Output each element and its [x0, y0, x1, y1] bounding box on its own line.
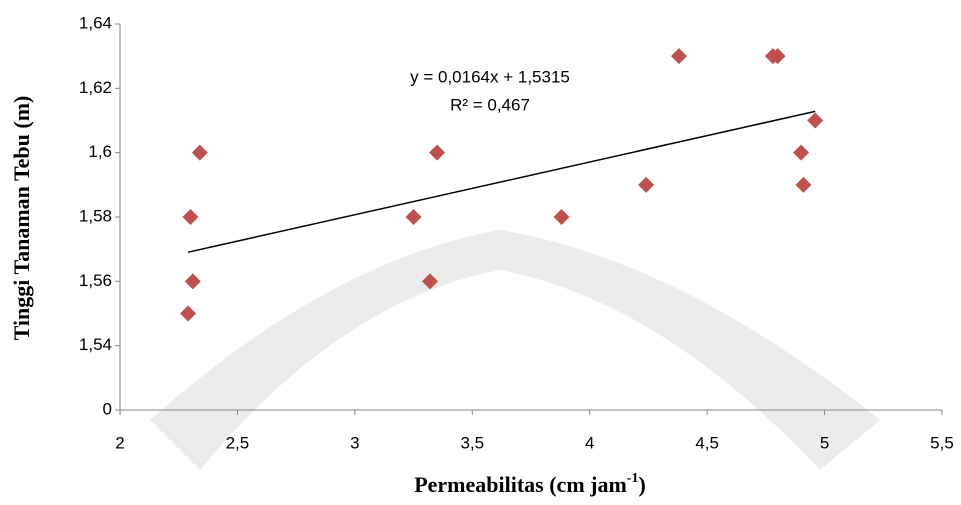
- data-point: [185, 273, 201, 289]
- x-tick-label: 4: [585, 433, 594, 452]
- data-point: [807, 113, 823, 129]
- x-tick-label: 4,5: [695, 433, 719, 452]
- y-tick-label: 1,56: [79, 271, 112, 290]
- data-point: [192, 145, 208, 161]
- x-tick-label: 3,5: [460, 433, 484, 452]
- data-point: [671, 48, 687, 64]
- chart: Permeabilitas (cm jam-1) Tinggi Tanaman …: [0, 0, 961, 505]
- x-tick-label: 3: [350, 433, 359, 452]
- y-tick-label: 0: [103, 399, 112, 418]
- trendline-r2: R² = 0,467: [450, 95, 530, 114]
- data-point: [795, 177, 811, 193]
- trendline-equation: y = 0,0164x + 1,5315: [410, 67, 570, 86]
- x-tick-label: 5: [820, 433, 829, 452]
- data-point: [180, 306, 196, 322]
- data-point: [182, 209, 198, 225]
- data-point: [638, 177, 654, 193]
- data-point: [429, 145, 445, 161]
- y-tick-label: 1,58: [79, 206, 112, 225]
- y-tick-label: 1,6: [88, 142, 112, 161]
- y-axis-title: Tinggi Tanaman Tebu (m): [9, 96, 34, 341]
- watermark-arch: [150, 230, 880, 470]
- x-axis-title-text: Permeabilitas (cm jam: [414, 472, 627, 497]
- data-point: [406, 209, 422, 225]
- y-tick-label: 1,64: [79, 13, 112, 32]
- y-tick-label: 1,54: [79, 335, 112, 354]
- data-point: [554, 209, 570, 225]
- y-tick-label: 1,62: [79, 78, 112, 97]
- x-tick-label: 2: [115, 433, 124, 452]
- x-tick-label: 5,5: [930, 433, 954, 452]
- x-axis-title-sup: -1: [627, 471, 639, 486]
- x-tick-label: 2,5: [226, 433, 250, 452]
- x-axis-title: Permeabilitas (cm jam-1): [414, 471, 646, 497]
- x-axis-title-end: ): [638, 472, 645, 497]
- data-point: [793, 145, 809, 161]
